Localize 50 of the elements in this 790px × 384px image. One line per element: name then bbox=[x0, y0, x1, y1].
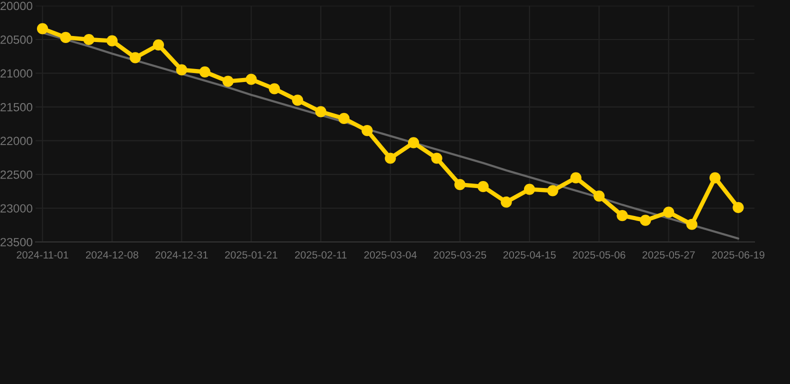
point bbox=[524, 184, 536, 195]
point bbox=[130, 52, 141, 64]
point bbox=[83, 34, 94, 46]
x-tick-label: 2025-05-06 bbox=[572, 251, 626, 259]
x-tick-label: 2025-03-25 bbox=[434, 251, 486, 259]
point bbox=[36, 23, 48, 34]
point bbox=[686, 218, 698, 230]
point bbox=[594, 190, 605, 202]
point bbox=[199, 66, 210, 78]
point bbox=[454, 179, 466, 190]
x-tick-label: 2024-12-31 bbox=[156, 251, 208, 259]
point bbox=[500, 196, 512, 208]
x-tick-label: 2025-02-11 bbox=[295, 251, 347, 259]
y-tick-label: 22500 bbox=[0, 170, 32, 179]
y-tick-label: 21000 bbox=[0, 69, 32, 78]
point bbox=[431, 152, 442, 164]
x-tick-label: 2024-12-08 bbox=[86, 251, 138, 259]
point bbox=[547, 185, 558, 196]
point bbox=[616, 210, 628, 222]
point bbox=[246, 74, 257, 85]
point bbox=[60, 32, 72, 44]
point bbox=[709, 172, 721, 184]
y-tick-label: 20000 bbox=[0, 2, 32, 10]
x-tick-label: 2025-04-15 bbox=[503, 251, 556, 259]
point bbox=[176, 64, 188, 76]
point bbox=[478, 181, 489, 192]
point bbox=[292, 94, 304, 106]
y-tick-label: 23000 bbox=[0, 204, 32, 213]
point bbox=[222, 76, 234, 87]
point bbox=[362, 125, 373, 136]
point bbox=[106, 35, 118, 46]
x-tick-label: 2025-05-27 bbox=[642, 251, 695, 259]
y-tick-label: 23500 bbox=[0, 238, 32, 246]
point bbox=[338, 112, 350, 124]
point bbox=[408, 137, 420, 148]
point bbox=[663, 206, 674, 218]
point bbox=[384, 152, 396, 164]
x-tick-label: 2025-01-21 bbox=[225, 251, 278, 259]
x-tick-label: 2024-11-01 bbox=[16, 251, 68, 259]
x-tick-label: 2025-03-04 bbox=[364, 251, 417, 259]
point bbox=[152, 39, 164, 50]
point bbox=[315, 106, 326, 118]
point bbox=[640, 214, 652, 226]
point bbox=[268, 83, 280, 94]
y-tick-label: 22000 bbox=[0, 136, 32, 146]
x-tick-label: 2025-06-19 bbox=[712, 251, 764, 259]
point bbox=[570, 172, 582, 184]
point bbox=[732, 202, 744, 214]
y-tick-label: 20500 bbox=[0, 36, 32, 44]
y-tick-label: 21500 bbox=[0, 103, 32, 112]
